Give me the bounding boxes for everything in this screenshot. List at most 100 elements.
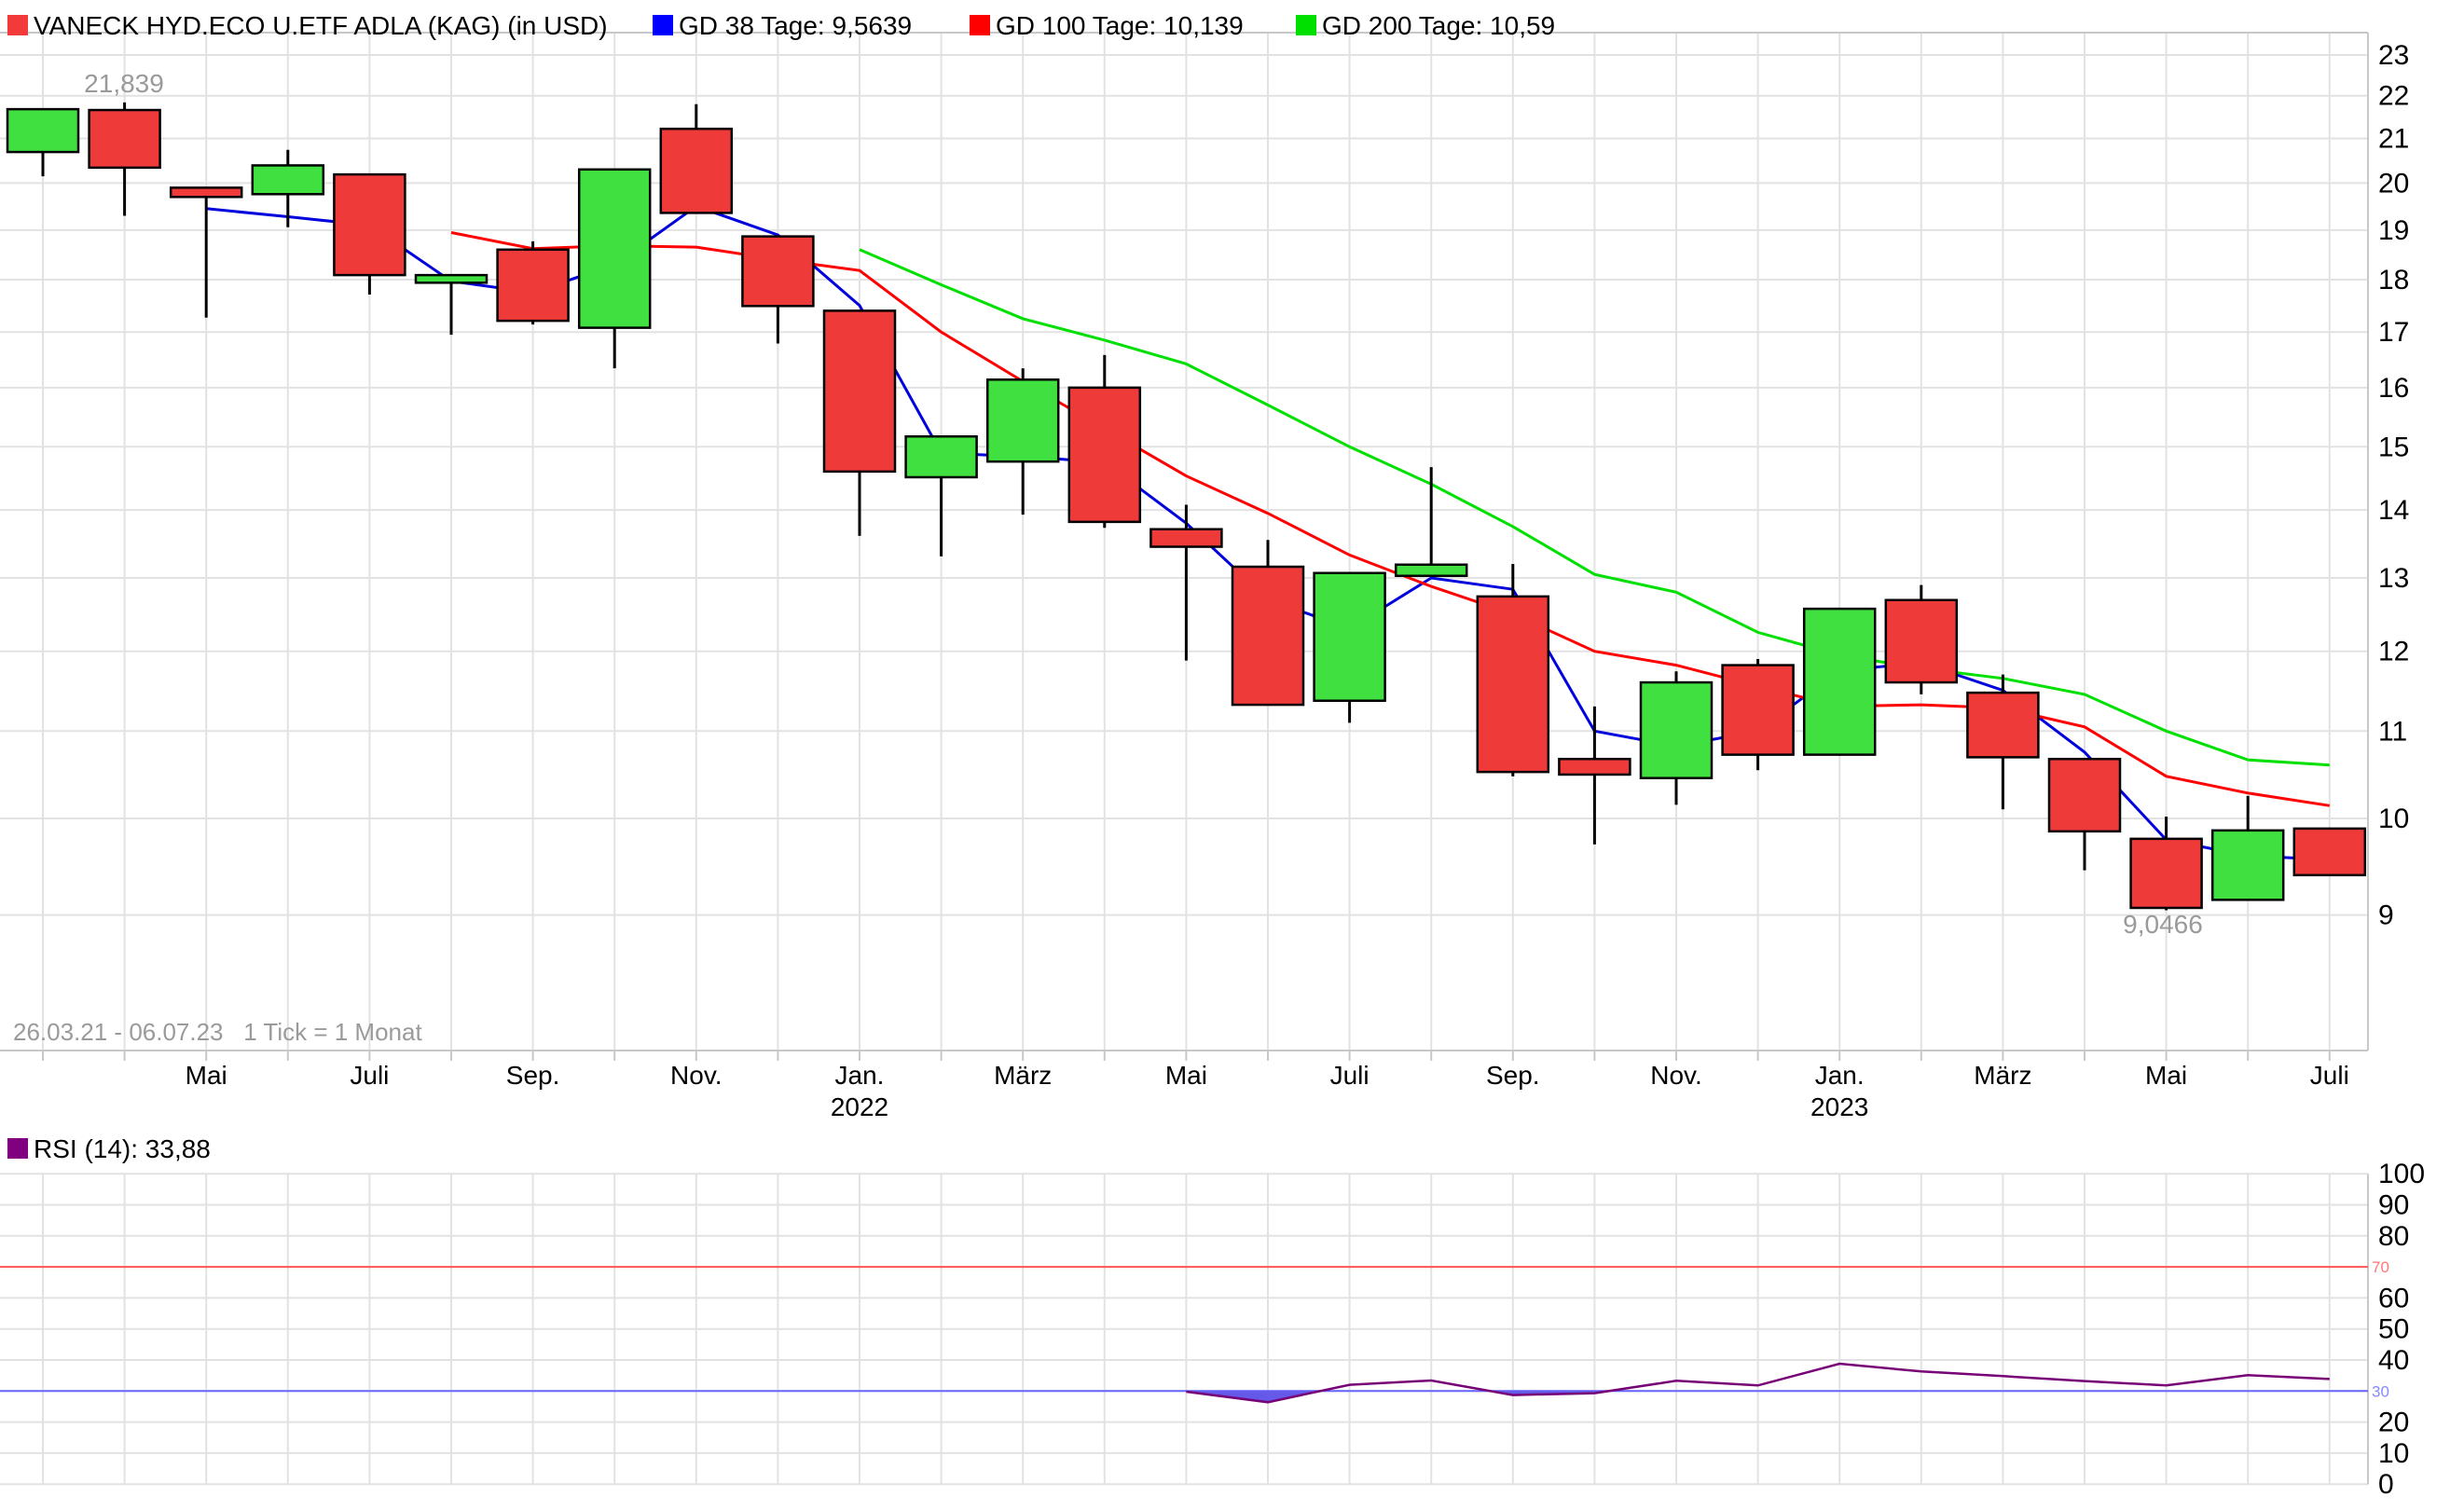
candle-body	[88, 108, 161, 170]
candle-body	[169, 186, 243, 199]
rsi-label: RSI (14): 33,88	[34, 1134, 211, 1163]
gd200-marker-icon	[1296, 15, 1316, 35]
candle-body	[2210, 829, 2285, 901]
price-tick-label: 17	[2378, 317, 2409, 348]
candle-body	[577, 168, 652, 329]
gd38-marker-icon	[653, 15, 673, 35]
candle-body	[1721, 664, 1795, 756]
candle-sep-2022	[1476, 564, 1550, 776]
candle-body	[1067, 386, 1142, 524]
gd100-label: GD 100 Tage: 10,139	[996, 11, 1244, 40]
price-tick-label: 22	[2378, 81, 2409, 112]
rsi-line	[1186, 1362, 2330, 1404]
rsi-marker-icon	[7, 1138, 28, 1159]
rsi-30-label: 30	[2372, 1382, 2389, 1400]
month-label: Juli	[2310, 1061, 2349, 1090]
month-label: Sep.	[1486, 1061, 1540, 1090]
candle-jul-2022	[1313, 571, 1386, 723]
month-label: Nov.	[1650, 1061, 1702, 1090]
candle-body	[1394, 563, 1468, 577]
candle-body	[985, 378, 1060, 463]
candle-mai-2022	[1149, 504, 1223, 661]
candle-jun-2022	[1231, 540, 1305, 707]
price-tick-label: 20	[2378, 168, 2409, 199]
rsi-tick-label: 50	[2378, 1314, 2409, 1345]
month-label: März	[1974, 1061, 2031, 1090]
rsi-tick-label: 90	[2378, 1190, 2409, 1221]
candle-body	[822, 309, 897, 474]
candle-body	[2129, 837, 2203, 910]
date-range-info: 26.03.21 - 06.07.23 1 Tick = 1 Monat	[13, 1018, 422, 1046]
candle-body	[2047, 757, 2122, 833]
candle-dez-2022	[1721, 658, 1795, 771]
price-tick-label: 10	[2378, 804, 2409, 834]
candle-body	[414, 273, 489, 284]
rsi-tick-label: 20	[2378, 1408, 2409, 1438]
candle-mär-2023	[1966, 674, 2040, 810]
month-label: Mai	[186, 1061, 227, 1090]
gd38-label: GD 38 Tage: 9,5639	[679, 11, 913, 40]
month-label: Sep.	[506, 1061, 560, 1090]
month-label: Mai	[1165, 1061, 1207, 1090]
instrument-label: VANECK HYD.ECO U.ETF ADLA (KAG) (in USD)	[34, 11, 608, 40]
rsi-tick-label: 100	[2378, 1159, 2425, 1189]
candle-apr-2021	[88, 102, 161, 216]
candle-body	[2292, 827, 2367, 877]
ma-line-gd100	[450, 231, 2331, 807]
price-tick-label: 13	[2378, 563, 2409, 594]
candle-body	[1802, 607, 1877, 756]
main-chart-legend: VANECK HYD.ECO U.ETF ADLA (KAG) (in USD)…	[0, 0, 2464, 41]
candle-jun-2021	[251, 149, 325, 227]
price-tick-label: 14	[2378, 495, 2409, 526]
year-label: 2023	[1810, 1092, 1868, 1121]
candle-mai-2023	[2129, 817, 2203, 911]
price-panel: 23 22 21 20 19 18 17 16 15 14 13 12 11 10 9 Mai Juli Sep.…	[0, 32, 2409, 1121]
candle-jul-2021	[333, 172, 406, 295]
candle-aug-2022	[1394, 467, 1468, 577]
price-tick-label: 9	[2378, 900, 2394, 931]
instrument-marker-icon	[7, 15, 28, 35]
month-label: Juli	[1330, 1061, 1370, 1090]
high-annotation: 21,839	[84, 69, 164, 98]
price-tick-label: 12	[2378, 637, 2409, 667]
candle-body	[6, 107, 80, 154]
price-tick-label: 23	[2378, 40, 2409, 71]
year-label: 2022	[831, 1092, 888, 1121]
candle-jun-2023	[2210, 795, 2285, 901]
candle-body	[1884, 598, 1959, 684]
month-label: Nov.	[670, 1061, 723, 1090]
rsi-tick-label: 40	[2378, 1345, 2409, 1376]
candle-apr-2022	[1067, 354, 1142, 529]
candle-aug-2021	[414, 273, 489, 336]
candle-body	[1149, 528, 1223, 548]
price-tick-label: 15	[2378, 432, 2409, 462]
candle-body	[251, 164, 325, 196]
candle-nov-2022	[1639, 671, 1714, 805]
rsi-tick-label: 0	[2378, 1469, 2394, 1500]
candle-nov-2021	[659, 103, 734, 214]
month-label: Jan.	[1815, 1061, 1865, 1090]
candle-okt-2022	[1558, 706, 1631, 845]
rsi-tick-label: 60	[2378, 1283, 2409, 1313]
price-tick-label: 21	[2378, 123, 2409, 154]
candle-body	[1231, 565, 1305, 707]
candle-mai-2021	[169, 186, 243, 318]
candle-jan-2022	[822, 309, 897, 536]
month-label: März	[994, 1061, 1052, 1090]
month-label: Mai	[2145, 1061, 2187, 1090]
price-tick-label: 19	[2378, 215, 2409, 246]
gd100-marker-icon	[970, 15, 990, 35]
ma-line-gd200	[859, 248, 2330, 767]
price-tick-label: 11	[2378, 716, 2407, 747]
candle-body	[1966, 691, 2040, 759]
candle-body	[1313, 571, 1386, 703]
candle-okt-2021	[577, 168, 652, 369]
candle-feb-2022	[904, 434, 978, 556]
candle-jul-2023	[2292, 827, 2367, 877]
candle-body	[1476, 595, 1550, 774]
candle-body	[496, 248, 570, 323]
rsi-tick-label: 10	[2378, 1438, 2409, 1469]
candle-body	[741, 235, 815, 308]
